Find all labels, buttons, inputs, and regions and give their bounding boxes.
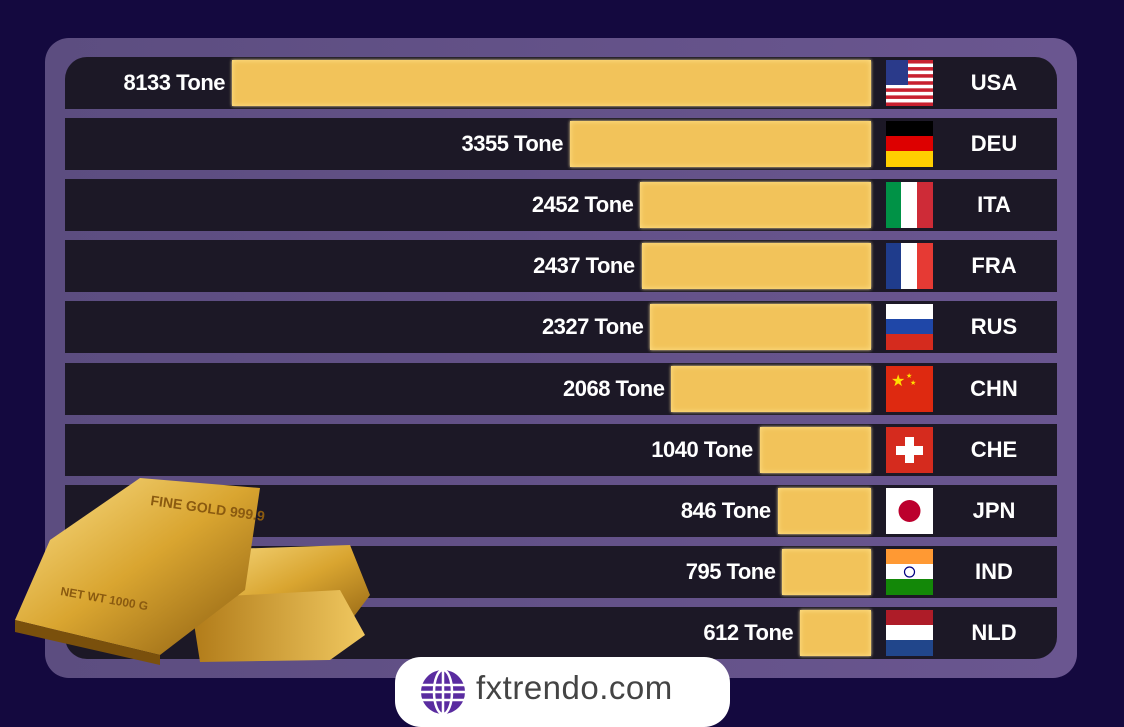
value-label: 2452 Tone [531, 192, 634, 218]
country-code: IND [975, 558, 1013, 584]
russia-flag-icon [886, 304, 933, 351]
bar-deu [569, 121, 871, 168]
svg-text:★: ★ [891, 373, 905, 390]
value-label: 2068 Tone [563, 375, 665, 401]
value-label: 846 Tone [680, 497, 771, 523]
country-code: NLD [971, 619, 1017, 645]
svg-text:★: ★ [906, 372, 912, 380]
bar-row-chn: 2068 Tone ★ ★ ★ CHN [65, 362, 1057, 415]
india-flag-icon [886, 548, 933, 595]
country-code: USA [970, 70, 1018, 95]
country-code: CHE [970, 436, 1018, 462]
bar-row-che: 1040 Tone CHE [65, 423, 1057, 476]
italy-flag-icon [886, 182, 933, 229]
bar-row-usa: 8133 Tone USA [65, 57, 1057, 109]
japan-flag-icon [886, 487, 933, 534]
bar-che [759, 426, 871, 473]
value-label: 1040 Tone [651, 436, 753, 462]
value-label: 795 Tone [685, 558, 776, 584]
bar-rus [650, 304, 871, 351]
svg-text:★: ★ [910, 379, 916, 387]
france-flag-icon [886, 243, 933, 290]
site-name: fxtrendo.com [476, 669, 673, 706]
value-label: 3355 Tone [461, 131, 563, 157]
country-code: FRA [971, 253, 1017, 279]
bar-row-fra: 2437 Tone FRA [65, 240, 1057, 293]
bar-chn [671, 365, 871, 412]
bar-row-deu: 3355 Tone DEU [65, 118, 1057, 171]
country-code: RUS [970, 314, 1018, 340]
globe-icon [421, 669, 465, 715]
switzerland-flag-icon [886, 426, 933, 473]
country-code: JPN [972, 497, 1016, 523]
country-code: ITA [977, 192, 1011, 218]
bar-row-rus: 2327 Tone RUS [65, 301, 1057, 354]
footer-logo[interactable]: fxtrendo.com [395, 657, 730, 727]
country-code: CHN [970, 375, 1018, 401]
netherlands-flag-icon [886, 609, 933, 656]
bar-ita [640, 182, 871, 229]
bar-usa [232, 60, 871, 106]
value-label: 8133 Tone [123, 70, 226, 95]
bar-ind [782, 548, 871, 595]
gold-bars-illustration: FINE GOLD 999.9 NET WT 1000 G [15, 478, 370, 665]
bar-row-ita: 2452 Tone ITA [65, 179, 1057, 232]
value-label: 2437 Tone [533, 253, 635, 279]
value-label: 2327 Tone [541, 314, 644, 340]
country-code: DEU [970, 131, 1018, 157]
bar-jpn [777, 487, 871, 534]
bar-nld [800, 609, 871, 656]
china-flag-icon: ★ ★★ [886, 365, 933, 412]
bar-fra [641, 243, 871, 290]
usa-flag-icon [886, 60, 933, 106]
germany-flag-icon [886, 121, 933, 168]
value-label: 612 Tone [703, 619, 794, 645]
